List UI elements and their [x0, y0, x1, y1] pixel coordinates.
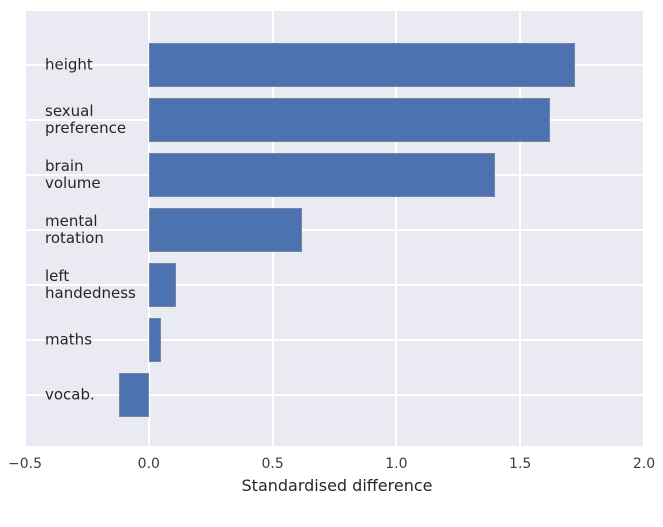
category-label: vocab.	[45, 385, 95, 403]
bar-sexual-preference	[148, 97, 550, 142]
category-label: maths	[45, 330, 93, 348]
horizontal-gridline	[25, 228, 644, 231]
bar-height	[148, 42, 575, 87]
plot-area: height sexual preference brain volume menta…	[25, 11, 644, 446]
category-label: height	[45, 55, 93, 73]
category-label: sexual preference	[45, 101, 127, 137]
horizontal-gridline	[25, 393, 644, 396]
horizontal-gridline	[25, 338, 644, 341]
horizontal-gridline	[25, 283, 644, 286]
x-tick-label: 0.0	[137, 456, 160, 472]
x-tick-label: −0.5	[8, 456, 42, 472]
bar-left-handedness	[148, 262, 177, 307]
category-label: left handedness	[45, 266, 136, 302]
x-tick-label: 1.0	[385, 456, 408, 472]
category-label: mental rotation	[45, 211, 104, 247]
category-label: brain volume	[45, 156, 101, 192]
x-axis-title: Standardised difference	[241, 476, 433, 495]
x-tick-label: 0.5	[261, 456, 284, 472]
x-tick-label: 1.5	[509, 456, 532, 472]
bar-mental-rotation	[148, 207, 303, 252]
x-tick-label: 2.0	[632, 456, 656, 472]
bar-vocab.	[119, 372, 149, 417]
bar-brain-volume	[148, 152, 496, 197]
bar-maths	[148, 317, 162, 362]
